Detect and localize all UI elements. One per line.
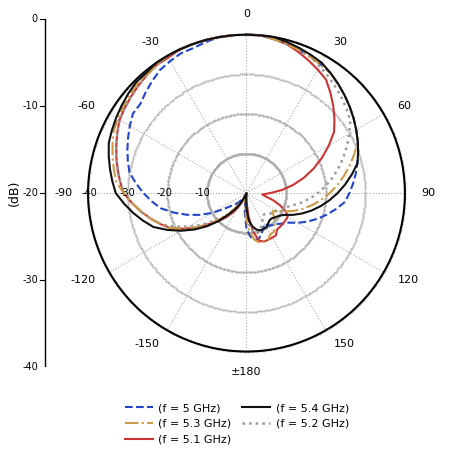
Text: 120: 120	[397, 275, 419, 285]
Text: -40: -40	[82, 188, 98, 198]
Text: (dB): (dB)	[8, 180, 21, 206]
Text: 30: 30	[334, 37, 347, 47]
Text: -30: -30	[119, 188, 135, 198]
Text: -120: -120	[71, 275, 96, 285]
Text: -60: -60	[78, 101, 96, 111]
Text: 60: 60	[397, 101, 411, 111]
Legend: (f = 5 GHz), (f = 5.3 GHz), (f = 5.1 GHz), (f = 5.4 GHz), (f = 5.2 GHz): (f = 5 GHz), (f = 5.3 GHz), (f = 5.1 GHz…	[120, 399, 354, 449]
Text: -40: -40	[22, 362, 38, 373]
Text: 90: 90	[421, 188, 435, 198]
Text: -90: -90	[54, 188, 72, 198]
Text: 0: 0	[243, 9, 250, 19]
Text: -30: -30	[141, 37, 159, 47]
Text: -150: -150	[134, 339, 159, 349]
Text: -30: -30	[22, 275, 38, 285]
Text: 150: 150	[334, 339, 355, 349]
Text: -10: -10	[22, 101, 38, 111]
Text: -20: -20	[22, 188, 38, 198]
Text: ±180: ±180	[231, 367, 262, 377]
Text: 0: 0	[32, 14, 38, 24]
Text: -20: -20	[157, 188, 173, 198]
Text: -10: -10	[195, 188, 210, 198]
